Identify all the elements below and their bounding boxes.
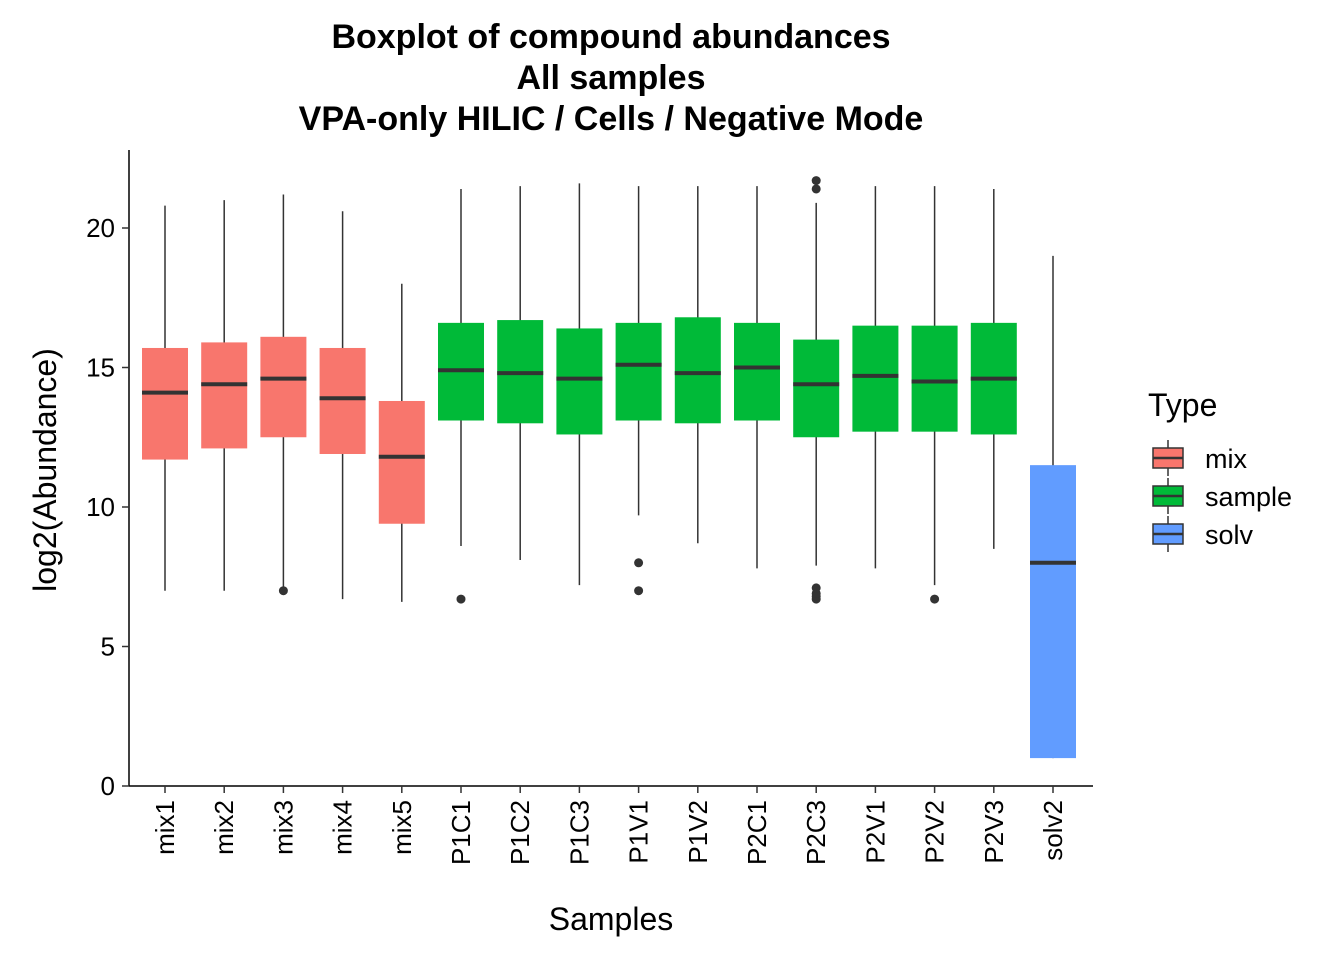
chart-title-line-1: Boxplot of compound abundances xyxy=(331,18,890,56)
plot-area xyxy=(142,176,1076,759)
x-tick-label: P1C1 xyxy=(446,800,476,865)
box-P2V1 xyxy=(852,186,899,569)
box-rect xyxy=(556,328,603,435)
box-mix4 xyxy=(319,211,366,600)
x-tick-label: mix4 xyxy=(328,800,358,855)
outlier-point xyxy=(456,594,466,604)
x-tick-label: mix5 xyxy=(387,800,417,855)
box-rect xyxy=(852,325,899,432)
outlier-point xyxy=(811,184,821,194)
box-mix2 xyxy=(201,200,248,591)
x-tick-label: mix3 xyxy=(268,800,298,855)
chart-title-line-2: All samples xyxy=(517,59,706,97)
legend-label: solv xyxy=(1205,520,1254,550)
y-tick-label: 15 xyxy=(86,353,115,383)
box-P2V3 xyxy=(970,188,1017,549)
x-tick-label: P2C3 xyxy=(801,800,831,865)
outlier-point xyxy=(811,176,821,186)
box-rect xyxy=(1030,465,1076,759)
x-tick-label: P1C3 xyxy=(564,800,594,865)
x-tick-label: P2V2 xyxy=(920,800,950,864)
box-rect xyxy=(142,347,188,460)
outlier-point xyxy=(811,583,821,593)
box-P2V2 xyxy=(911,186,958,604)
box-rect xyxy=(734,322,780,421)
legend-label: sample xyxy=(1205,482,1292,512)
box-rect xyxy=(319,347,366,454)
box-rect xyxy=(793,339,840,438)
x-axis: mix1 mix2 mix3 mix4 mix5 P1C1 P1C2 P1C3 P1V1 P1V2… xyxy=(129,785,1093,865)
box-solv2 xyxy=(1030,255,1076,759)
y-axis: 0 5 10 15 20 xyxy=(86,150,130,801)
y-tick-label: 20 xyxy=(86,213,115,243)
box-mix3 xyxy=(260,194,307,596)
y-tick-label: 10 xyxy=(86,492,115,522)
x-tick-label: P1V1 xyxy=(624,800,654,864)
outlier-point xyxy=(634,558,644,568)
legend-item-solv: solv xyxy=(1152,516,1254,552)
x-tick-label: P1C2 xyxy=(505,800,535,865)
box-mix5 xyxy=(378,283,425,602)
x-tick-label: P2V1 xyxy=(860,800,890,864)
box-mix1 xyxy=(142,205,188,591)
legend-item-mix: mix xyxy=(1152,440,1247,476)
x-tick-label: mix1 xyxy=(150,800,180,855)
x-tick-label: P2V3 xyxy=(979,800,1009,864)
outlier-point xyxy=(278,586,288,596)
y-tick-label: 5 xyxy=(101,632,115,662)
box-rect xyxy=(615,322,662,421)
legend-label: mix xyxy=(1205,444,1247,474)
box-P1V1 xyxy=(615,186,662,596)
box-rect xyxy=(260,336,307,438)
x-tick-label: P1V2 xyxy=(683,800,713,864)
outlier-point xyxy=(930,594,940,604)
legend: Type mix sample solv xyxy=(1148,387,1292,552)
box-rect xyxy=(674,317,721,424)
y-axis-title: log2(Abundance) xyxy=(27,348,63,592)
box-rect xyxy=(201,342,248,449)
y-tick-label: 0 xyxy=(101,771,115,801)
x-tick-label: mix2 xyxy=(209,800,239,855)
box-P1C1 xyxy=(438,188,484,604)
chart-title-line-3: VPA-only HILIC / Cells / Negative Mode xyxy=(299,100,924,138)
legend-title: Type xyxy=(1148,387,1217,423)
box-rect xyxy=(378,400,425,524)
legend-item-sample: sample xyxy=(1152,478,1292,514)
box-P1C3 xyxy=(556,183,603,586)
box-P1C2 xyxy=(497,186,544,561)
chart-title: Boxplot of compound abundances All sampl… xyxy=(299,18,924,138)
box-rect xyxy=(911,325,958,432)
x-axis-title: Samples xyxy=(549,901,674,937)
x-tick-label: P2C1 xyxy=(742,800,772,865)
box-P2C1 xyxy=(734,186,780,569)
box-P2C3 xyxy=(793,176,840,604)
outlier-point xyxy=(634,586,644,596)
box-P1V2 xyxy=(674,186,721,544)
x-tick-label: solv2 xyxy=(1038,800,1068,861)
